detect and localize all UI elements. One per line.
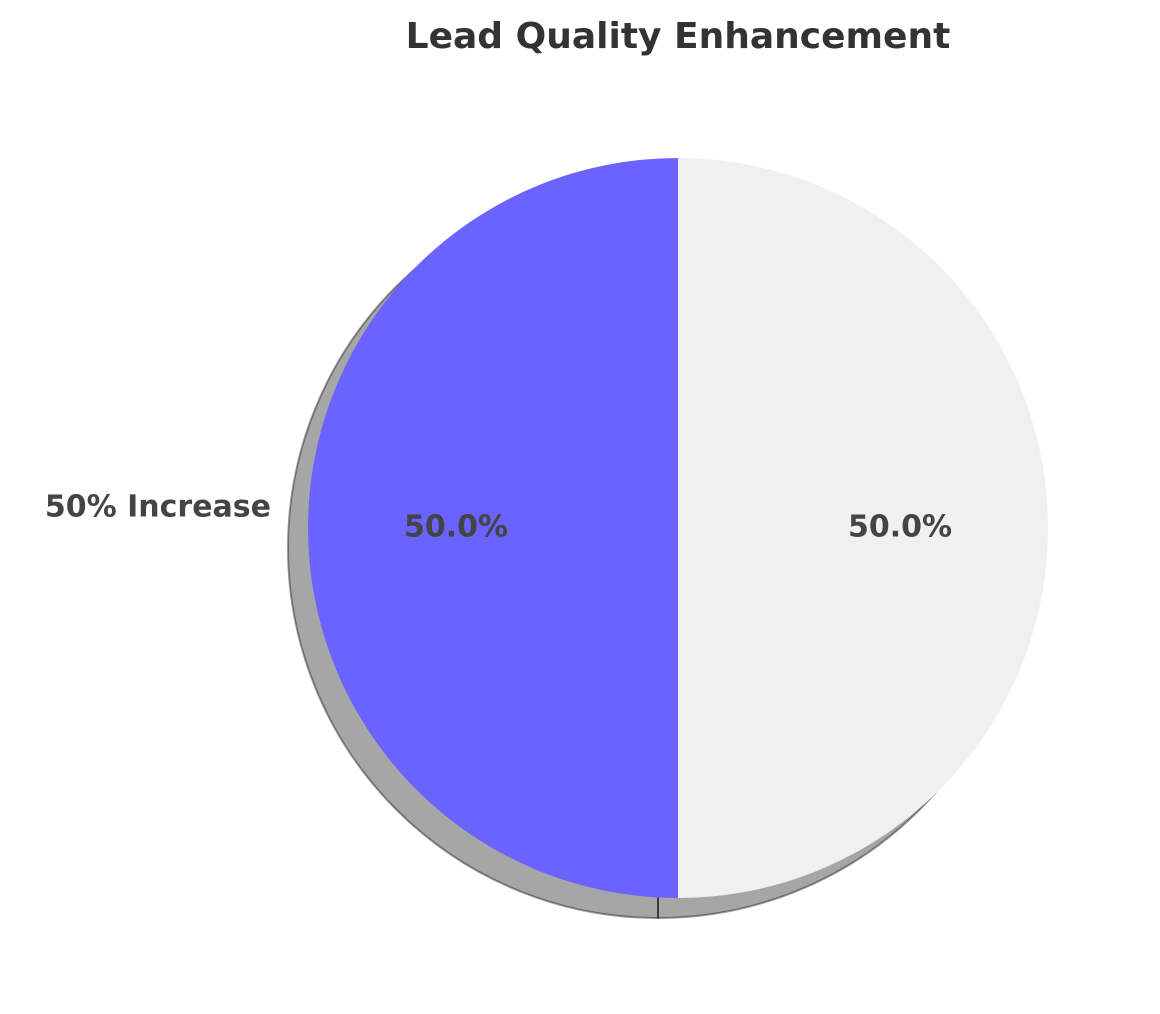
pie-slice xyxy=(308,158,678,898)
pie-slice xyxy=(678,158,1048,898)
value-label: 50.0% xyxy=(848,510,952,545)
value-label: 50.0% xyxy=(404,510,508,545)
category-label: 50% Increase xyxy=(45,490,271,525)
chart-title: Lead Quality Enhancement xyxy=(406,16,951,57)
